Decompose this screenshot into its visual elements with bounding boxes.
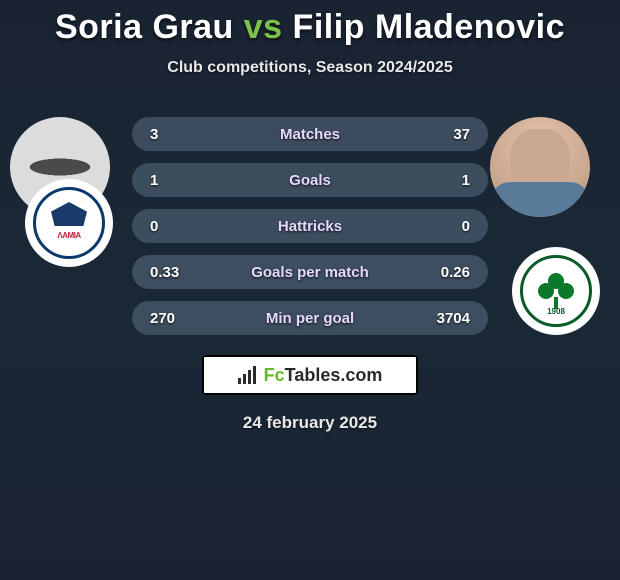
brand-text: FcTables.com xyxy=(264,365,383,386)
bar-chart-icon xyxy=(238,366,260,384)
stat-row-matches: 3 Matches 37 xyxy=(132,117,488,151)
club-right-year: 1908 xyxy=(547,307,565,316)
stat-left-value: 0.33 xyxy=(150,264,190,281)
main-content: ΛΑΜΙΑ 1908 3 Matches 37 1 Goals 1 0 Hatt… xyxy=(0,117,620,433)
player1-name: Soria Grau xyxy=(55,8,234,46)
stat-right-value: 0.26 xyxy=(430,264,470,281)
stat-label: Matches xyxy=(280,126,340,143)
brand-attribution[interactable]: FcTables.com xyxy=(202,355,418,395)
stat-right-value: 0 xyxy=(430,218,470,235)
stat-left-value: 0 xyxy=(150,218,190,235)
comparison-title: Soria Grau vs Filip Mladenovic xyxy=(0,0,620,47)
shamrock-icon xyxy=(538,273,574,309)
stat-right-value: 3704 xyxy=(430,310,470,327)
club-badge-panathinaikos-icon: 1908 xyxy=(520,255,592,327)
club-badge-lamia-icon: ΛΑΜΙΑ xyxy=(33,187,105,259)
player2-club-badge: 1908 xyxy=(512,247,600,335)
player2-name: Filip Mladenovic xyxy=(293,8,565,46)
player2-avatar xyxy=(490,117,590,217)
competition-subtitle: Club competitions, Season 2024/2025 xyxy=(0,59,620,77)
date-text: 24 february 2025 xyxy=(0,413,620,433)
player1-club-badge: ΛΑΜΙΑ xyxy=(25,179,113,267)
club-left-text: ΛΑΜΙΑ xyxy=(57,231,80,240)
stat-row-goals: 1 Goals 1 xyxy=(132,163,488,197)
brand-suffix: Tables.com xyxy=(285,365,383,385)
stat-row-min-per-goal: 270 Min per goal 3704 xyxy=(132,301,488,335)
stats-list: 3 Matches 37 1 Goals 1 0 Hattricks 0 0.3… xyxy=(132,117,488,335)
stat-right-value: 1 xyxy=(430,172,470,189)
stat-row-hattricks: 0 Hattricks 0 xyxy=(132,209,488,243)
stat-label: Goals xyxy=(289,172,331,189)
stat-row-goals-per-match: 0.33 Goals per match 0.26 xyxy=(132,255,488,289)
stat-label: Hattricks xyxy=(278,218,342,235)
stat-label: Min per goal xyxy=(266,310,354,327)
stat-left-value: 270 xyxy=(150,310,190,327)
stat-right-value: 37 xyxy=(430,126,470,143)
stat-label: Goals per match xyxy=(251,264,369,281)
brand-prefix: Fc xyxy=(264,365,285,385)
stat-left-value: 3 xyxy=(150,126,190,143)
stat-left-value: 1 xyxy=(150,172,190,189)
vs-text: vs xyxy=(244,8,283,46)
